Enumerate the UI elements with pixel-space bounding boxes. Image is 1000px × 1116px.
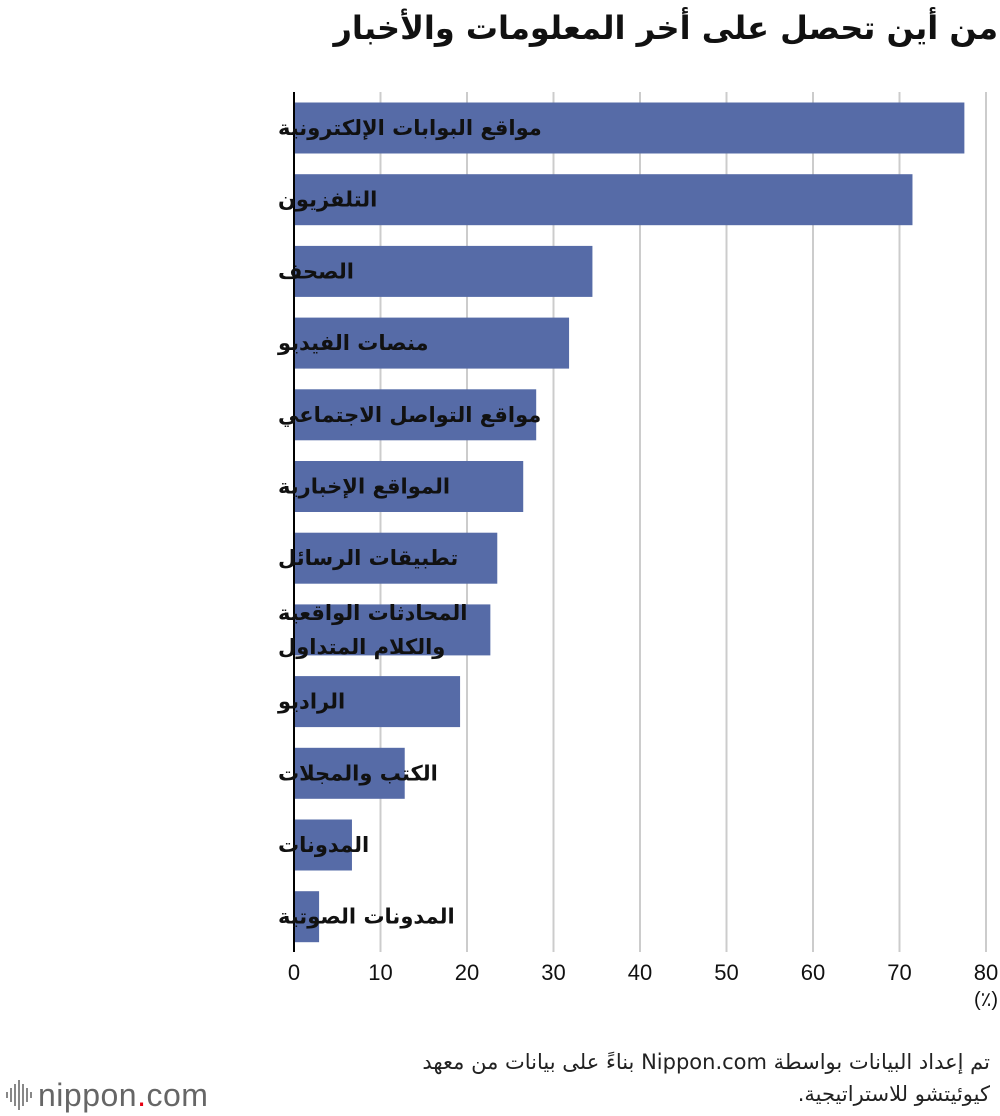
bar xyxy=(294,174,913,226)
bar xyxy=(294,389,537,441)
x-tick-label: 30 xyxy=(541,960,565,985)
soundwave-icon xyxy=(6,1080,32,1110)
logo-wordmark: nippon.com xyxy=(38,1077,208,1114)
category-label: المدونات الصوتية xyxy=(278,905,455,929)
bar xyxy=(294,532,498,584)
bar xyxy=(294,676,461,728)
bar xyxy=(294,245,593,297)
bar xyxy=(294,891,320,943)
category-label: الصحف xyxy=(278,259,354,283)
x-tick-label: 50 xyxy=(714,960,738,985)
bar xyxy=(294,604,491,656)
bar xyxy=(294,461,524,512)
bar xyxy=(294,317,570,369)
bar xyxy=(294,819,352,871)
logo-text-dot: . xyxy=(137,1076,147,1113)
category-label: المواقع الإخبارية xyxy=(278,475,450,499)
x-tick-label: 20 xyxy=(455,960,479,985)
nippon-logo[interactable]: nippon.com xyxy=(6,1075,208,1115)
x-tick-label: 60 xyxy=(801,960,825,985)
logo-text-com: com xyxy=(146,1076,209,1113)
chart-title: من أين تحصل على أخر المعلومات والأخبار xyxy=(333,9,999,47)
x-unit-label: (٪) xyxy=(974,989,998,1011)
category-label: التلفزيون xyxy=(278,188,377,212)
category-label: الراديو xyxy=(277,690,345,714)
x-tick-label: 10 xyxy=(368,960,392,985)
source-note: تم إعداد البيانات بواسطة Nippon.com بناء… xyxy=(422,1050,990,1106)
category-label: مواقع التواصل الاجتماعي xyxy=(278,403,541,427)
category-label: الكتب والمجلات xyxy=(278,761,438,785)
bar xyxy=(294,102,965,154)
bar xyxy=(294,747,405,799)
category-label: منصات الفيديو xyxy=(277,331,429,355)
category-label: المحادثات الواقعية xyxy=(278,601,468,625)
bar-chart: مواقع البوابات الإلكترونية التلفزيون الصحف… xyxy=(277,92,998,1011)
category-label: تطبيقات الرسائل xyxy=(278,546,458,570)
x-tick-label: 80 xyxy=(974,960,998,985)
x-tick-label: 0 xyxy=(288,960,300,985)
x-tick-label: 70 xyxy=(887,960,911,985)
category-label: والكلام المتداول xyxy=(278,635,445,659)
category-label: مواقع البوابات الإلكترونية xyxy=(278,116,542,140)
category-label: المدونات xyxy=(278,833,369,857)
x-tick-label: 40 xyxy=(628,960,652,985)
logo-text-nippon: nippon xyxy=(38,1076,138,1113)
